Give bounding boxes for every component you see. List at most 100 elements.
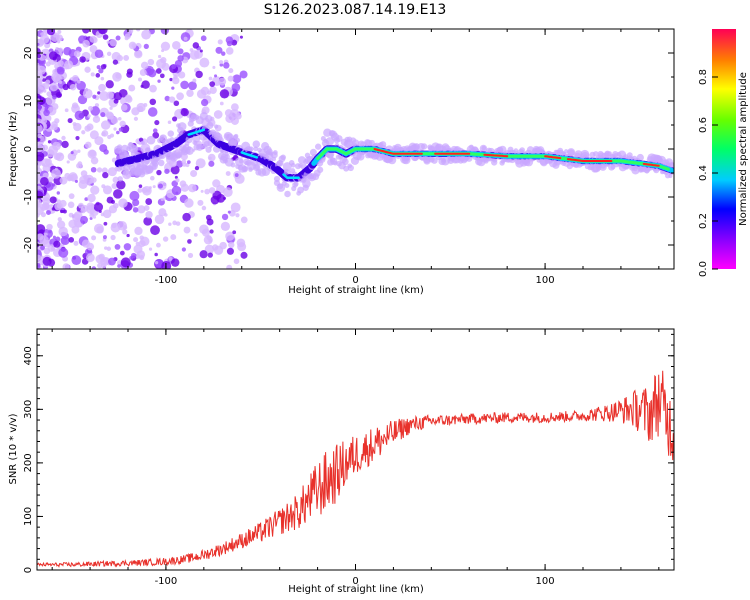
noise-blob xyxy=(134,49,142,57)
noise-blob xyxy=(203,235,213,245)
noise-blob xyxy=(109,39,118,47)
noise-blob xyxy=(48,229,52,234)
noise-blob xyxy=(201,205,207,211)
noise-blob xyxy=(71,255,82,266)
noise-blob xyxy=(90,156,99,165)
noise-blob xyxy=(89,45,98,54)
noise-blob xyxy=(219,101,224,106)
x-tick-label: 100 xyxy=(536,275,555,286)
noise-blob xyxy=(88,105,94,111)
y-tick-label: 0 xyxy=(23,567,34,573)
ridge-halo xyxy=(169,137,175,143)
noise-blob xyxy=(220,221,231,232)
noise-blob xyxy=(54,167,58,171)
noise-blob xyxy=(43,89,47,93)
noise-blob xyxy=(171,185,182,196)
noise-blob xyxy=(168,96,176,103)
noise-blob xyxy=(67,201,75,209)
y-tick-label: -20 xyxy=(23,237,34,253)
noise-blob xyxy=(82,29,90,34)
noise-blob xyxy=(48,51,58,60)
noise-blob xyxy=(59,153,63,157)
noise-blob xyxy=(98,253,105,260)
noise-blob xyxy=(180,183,189,192)
noise-blob xyxy=(57,217,62,222)
noise-blob xyxy=(52,141,61,151)
noise-blob xyxy=(37,262,41,268)
noise-blob xyxy=(204,244,215,255)
noise-blob xyxy=(46,223,53,231)
noise-blob xyxy=(214,74,218,78)
colorbar-label: Normalized spectral amplitude xyxy=(738,72,749,226)
ridge-halo xyxy=(205,115,213,123)
noise-blob xyxy=(128,84,136,92)
noise-blob xyxy=(67,118,73,124)
noise-blob xyxy=(134,226,143,236)
ridge-halo xyxy=(420,143,428,150)
noise-blob xyxy=(37,143,44,153)
noise-blob xyxy=(84,141,92,149)
noise-blob xyxy=(102,171,109,179)
noise-blob xyxy=(57,29,62,35)
noise-blob xyxy=(62,209,67,214)
y-tick-label: 200 xyxy=(23,453,34,472)
noise-blob xyxy=(58,47,63,53)
noise-blob xyxy=(199,49,203,53)
noise-blob xyxy=(37,151,45,162)
noise-blob xyxy=(209,81,216,87)
noise-blob xyxy=(228,241,235,249)
noise-blob xyxy=(96,167,103,173)
noise-blob xyxy=(102,185,113,195)
noise-blob xyxy=(212,65,216,69)
ridge-halo xyxy=(297,186,304,194)
snr-ylabel: SNR (10 * v/v) xyxy=(8,413,19,484)
noise-blob xyxy=(45,79,51,85)
ridge-halo xyxy=(290,162,296,168)
noise-blob xyxy=(140,61,149,70)
noise-blob xyxy=(91,235,97,241)
noise-blob xyxy=(186,89,194,97)
noise-blob xyxy=(100,262,107,269)
noise-blob xyxy=(104,246,108,250)
noise-blob xyxy=(88,149,97,157)
noise-blob xyxy=(209,229,214,234)
noise-blob xyxy=(192,78,197,83)
ridge-halo xyxy=(431,157,438,164)
ridge-halo xyxy=(121,144,129,153)
noise-blob xyxy=(47,140,52,144)
noise-blob xyxy=(37,86,44,95)
noise-blob xyxy=(199,57,210,68)
noise-blob xyxy=(147,58,155,66)
ridge-halo xyxy=(302,179,311,188)
noise-blob xyxy=(177,55,184,62)
noise-blob xyxy=(55,47,59,51)
noise-blob xyxy=(147,68,157,78)
noise-blob xyxy=(112,72,122,82)
noise-blob xyxy=(68,212,74,218)
noise-blob xyxy=(81,130,86,135)
noise-blob xyxy=(64,60,74,70)
noise-blob xyxy=(188,183,197,193)
noise-blob xyxy=(53,240,61,248)
noise-blob xyxy=(39,235,49,245)
noise-blob xyxy=(46,91,52,97)
noise-blob xyxy=(230,116,239,125)
noise-blob xyxy=(236,238,246,248)
noise-blob xyxy=(112,59,119,65)
ridge-halo xyxy=(116,144,123,150)
ridge-halo xyxy=(123,151,129,157)
noise-blob xyxy=(102,209,112,219)
noise-blob xyxy=(116,130,120,135)
noise-blob xyxy=(173,100,180,107)
noise-blob xyxy=(115,35,121,41)
noise-blob xyxy=(69,83,77,91)
noise-blob xyxy=(57,60,64,67)
noise-blob xyxy=(187,252,194,259)
ridge-band xyxy=(373,148,423,155)
noise-blob xyxy=(131,107,140,116)
noise-blob xyxy=(112,176,120,184)
noise-blob xyxy=(158,54,162,59)
noise-blob xyxy=(178,71,186,79)
noise-blob xyxy=(152,131,160,139)
noise-blob xyxy=(37,254,42,261)
